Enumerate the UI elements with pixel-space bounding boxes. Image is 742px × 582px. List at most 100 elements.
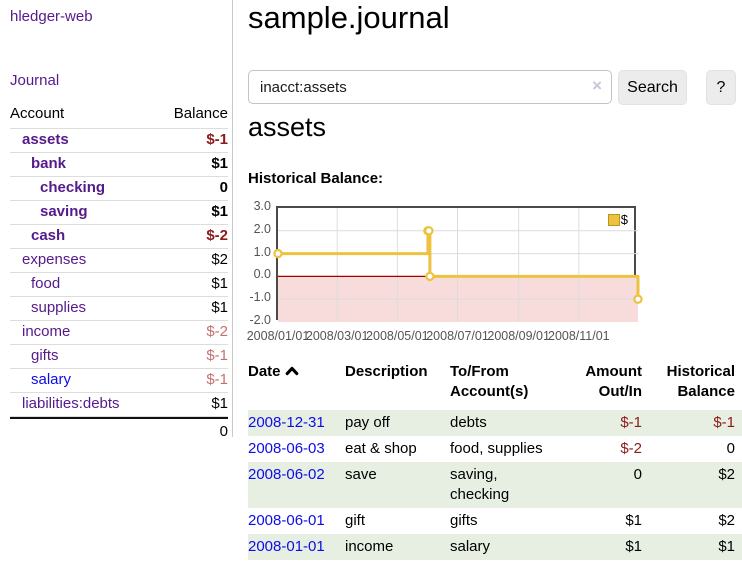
accounts-total-row: 0	[10, 417, 228, 444]
help-button[interactable]: ?	[706, 70, 736, 105]
register-header-accounts: To/From Account(s)	[450, 363, 529, 400]
account-balance: $-2	[155, 320, 228, 344]
account-heading: assets	[248, 112, 327, 142]
legend-label: $	[620, 212, 628, 227]
search-input[interactable]	[248, 70, 612, 104]
account-balance: $1	[155, 272, 228, 296]
account-link[interactable]: assets	[22, 131, 69, 148]
x-axis-tick-label: 2008/09/01	[487, 329, 550, 343]
register-header-date[interactable]: Date	[248, 360, 345, 410]
sidebar: hledger-web Journal Account Balance asse…	[0, 0, 233, 440]
historical-balance-chart[interactable]: $ 3.0 2.0 1.0 0.0 -1.0 -2.0 2008/01/01 2008/03/…	[243, 199, 673, 347]
account-link[interactable]: gifts	[31, 347, 59, 364]
account-row: checking 0	[10, 176, 228, 200]
date-cell: 2008-06-03	[248, 436, 345, 462]
account-row: expenses $2	[10, 248, 228, 272]
x-axis-tick-label: 2008/01/01	[246, 329, 310, 343]
accounts-total-balance: 0	[155, 417, 228, 444]
accounts-header-account: Account	[10, 105, 65, 122]
y-axis-tick-label: 1.0	[253, 244, 271, 259]
account-link[interactable]: liabilities:debts	[22, 395, 120, 412]
chart-legend: $	[605, 211, 630, 228]
sidebar-item-journal[interactable]: Journal	[10, 72, 60, 89]
account-balance: $-1	[155, 368, 228, 392]
page-title: sample.journal	[248, 0, 450, 35]
search-button[interactable]: Search	[618, 70, 687, 105]
x-axis-tick-label: 2008/03/01	[305, 329, 369, 343]
account-row: income $-2	[10, 320, 228, 344]
chart-canvas	[273, 208, 643, 322]
account-link[interactable]: cash	[31, 227, 66, 244]
description-cell: eat & shop	[345, 440, 417, 457]
register-table: Date Description To/From Account(s) Amou…	[248, 360, 742, 560]
balance-cell: $2	[718, 466, 735, 483]
date-cell: 2008-06-02	[248, 462, 345, 508]
account-balance: $1	[155, 392, 228, 417]
transaction-row: 2008-12-31 pay off debts $-1 $-1	[248, 410, 742, 436]
account-balance: $2	[155, 248, 228, 272]
balance-cell: 0	[726, 440, 735, 457]
register-header-row: Date Description To/From Account(s) Amou…	[248, 360, 742, 410]
transaction-date-link[interactable]: 2008-12-31	[248, 414, 325, 431]
transaction-date-link[interactable]: 2008-01-01	[248, 538, 325, 555]
transaction-date-link[interactable]: 2008-06-02	[248, 466, 325, 483]
account-balance: $1	[155, 152, 228, 176]
account-row: cash $-2	[10, 224, 228, 248]
description-cell: gift	[345, 512, 366, 529]
accounts-cell: debts	[450, 414, 487, 431]
amount-cell: $1	[625, 512, 642, 529]
clear-search-icon[interactable]: ×	[592, 76, 602, 95]
transaction-row: 2008-01-01 income salary $1 $1	[248, 534, 742, 560]
brand-link[interactable]: hledger-web	[10, 8, 93, 25]
sort-ascending-icon	[285, 366, 298, 376]
account-link[interactable]: supplies	[31, 299, 87, 316]
account-row: supplies $1	[10, 296, 228, 320]
account-row: gifts $-1	[10, 344, 228, 368]
date-cell: 2008-01-01	[248, 534, 345, 560]
transaction-row: 2008-06-03 eat & shop food, supplies $-2 0	[248, 436, 742, 462]
balance-cell: $2	[718, 512, 735, 529]
transaction-date-link[interactable]: 2008-06-03	[248, 440, 325, 457]
account-row: assets $-1	[10, 128, 228, 152]
transaction-row: 2008-06-02 save saving, checking 0 $2	[248, 462, 742, 508]
amount-cell: $-2	[620, 440, 642, 457]
account-row: liabilities:debts $1	[10, 392, 228, 417]
y-axis-tick-label: 0.0	[253, 267, 271, 282]
account-link[interactable]: income	[22, 323, 71, 340]
account-row: salary $-1	[10, 368, 228, 392]
search-input-wrap: ×	[248, 70, 612, 104]
account-balance: $1	[155, 296, 228, 320]
search-form: × Search ?	[248, 70, 742, 105]
account-link[interactable]: saving	[40, 203, 88, 220]
account-link[interactable]: salary	[31, 371, 72, 388]
account-link[interactable]: expenses	[22, 251, 87, 268]
amount-cell: $1	[625, 538, 642, 555]
account-link[interactable]: food	[31, 275, 61, 292]
y-axis-tick-label: 2.0	[253, 221, 271, 236]
chart-title: Historical Balance:	[248, 170, 384, 187]
accounts-cell: salary	[450, 538, 491, 555]
balance-cell: $1	[718, 538, 735, 555]
register-header-balance: Historical Balance	[666, 363, 735, 400]
account-row: bank $1	[10, 152, 228, 176]
x-axis-tick-label: 2008/11/01	[547, 329, 610, 343]
chart-plot-area[interactable]: $	[273, 206, 643, 322]
legend-swatch-icon	[607, 213, 620, 226]
amount-cell: 0	[633, 466, 642, 483]
transaction-date-link[interactable]: 2008-06-01	[248, 512, 325, 529]
accounts-cell: food, supplies	[450, 440, 543, 457]
account-link[interactable]: checking	[40, 179, 106, 196]
description-cell: pay off	[345, 414, 390, 431]
account-link[interactable]: bank	[31, 155, 67, 172]
balance-cell: $-1	[713, 414, 735, 431]
x-axis-tick-label: 2008/05/01	[366, 329, 429, 343]
description-cell: income	[345, 538, 394, 555]
account-balance: 0	[155, 176, 228, 200]
register-header-amount: Amount Out/In	[585, 363, 642, 400]
y-axis-tick-label: -2.0	[249, 313, 271, 327]
amount-cell: $-1	[620, 414, 642, 431]
account-balance: $-2	[155, 224, 228, 248]
y-axis-tick-label: -1.0	[249, 290, 271, 305]
account-row: saving $1	[10, 200, 228, 224]
accounts-header-balance: Balance	[173, 105, 228, 122]
